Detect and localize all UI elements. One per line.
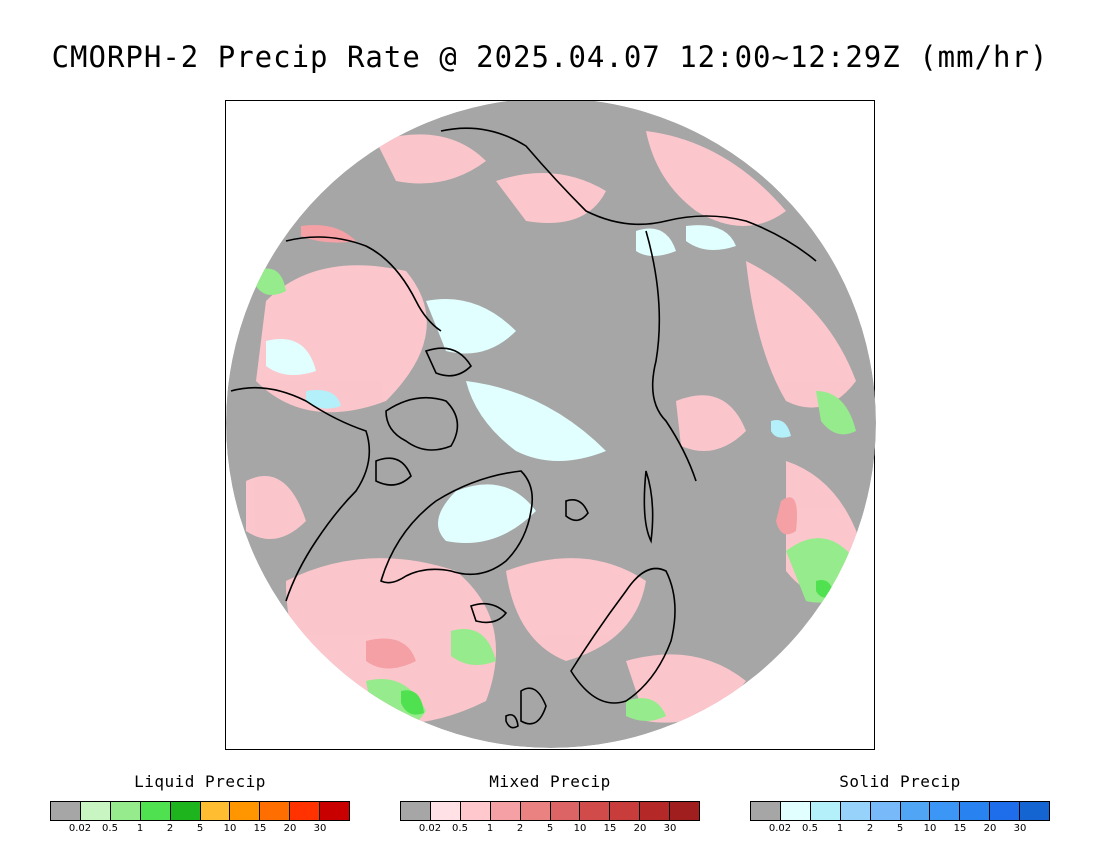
legend-tick-label: 20 xyxy=(983,823,997,834)
legend-tick-label: 15 xyxy=(603,823,617,834)
legend-swatch xyxy=(490,802,521,820)
legend-tick-label: 0.5 xyxy=(452,823,468,834)
legend-tick-label: 0.02 xyxy=(768,823,792,834)
legend-swatch xyxy=(80,802,111,820)
legend-swatch xyxy=(780,802,811,820)
solid-precip-areas xyxy=(266,225,736,543)
legend-swatch xyxy=(140,802,171,820)
legend-swatch xyxy=(1020,802,1050,820)
legend-tick-label: 30 xyxy=(663,823,677,834)
legend-color-bar xyxy=(400,801,700,821)
legend-tick-label: 15 xyxy=(953,823,967,834)
legend-swatch xyxy=(751,802,781,820)
legend-swatch xyxy=(51,802,81,820)
legend-swatch xyxy=(960,802,991,820)
legend-tick-label: 20 xyxy=(283,823,297,834)
solid-precip-moderate xyxy=(306,390,791,438)
legend-swatch xyxy=(290,802,321,820)
map-disc xyxy=(226,101,876,748)
legend-tick-label: 1 xyxy=(486,823,494,834)
legend-ticks: 0.02 0.5 1 2 5 10 15 20 30 xyxy=(750,823,1050,837)
chart-title: CMORPH-2 Precip Rate @ 2025.04.07 12:00~… xyxy=(51,40,1049,74)
legend-tick-label: 2 xyxy=(866,823,874,834)
legend-swatch xyxy=(550,802,581,820)
legend-color-bar xyxy=(750,801,1050,821)
legend-swatch xyxy=(401,802,431,820)
legend-liquid: Liquid Precip 0.02 0.5 1 2 5 10 15 20 30 xyxy=(50,772,350,837)
legend-swatch xyxy=(580,802,611,820)
legend-swatch xyxy=(170,802,201,820)
legend-swatch xyxy=(810,802,841,820)
legend-tick-label: 30 xyxy=(1013,823,1027,834)
legend-swatch xyxy=(200,802,231,820)
legend-tick-label: 10 xyxy=(573,823,587,834)
mixed-precip-heavy xyxy=(301,225,797,669)
legend-tick-label: 30 xyxy=(313,823,327,834)
legend-tick-label: 10 xyxy=(923,823,937,834)
legend-tick-label: 20 xyxy=(633,823,647,834)
legend-tick-label: 10 xyxy=(223,823,237,834)
legend-tick-label: 0.02 xyxy=(418,823,442,834)
legend-tick-label: 15 xyxy=(253,823,267,834)
legend-swatch xyxy=(930,802,961,820)
legend-tick-label: 2 xyxy=(166,823,174,834)
legend-swatch xyxy=(320,802,350,820)
legend-mixed: Mixed Precip 0.02 0.5 1 2 5 10 15 20 30 xyxy=(400,772,700,837)
legend-title: Liquid Precip xyxy=(134,772,266,791)
legend-color-bar xyxy=(50,801,350,821)
polar-map xyxy=(225,100,876,750)
legend-swatch xyxy=(670,802,700,820)
legend-swatch xyxy=(610,802,641,820)
legend-swatch xyxy=(260,802,291,820)
legend-swatch xyxy=(520,802,551,820)
legend-swatch xyxy=(840,802,871,820)
coastlines xyxy=(230,127,817,729)
legend-solid: Solid Precip 0.02 0.5 1 2 5 10 15 20 30 xyxy=(750,772,1050,837)
legend-swatch xyxy=(430,802,461,820)
legend-tick-label: 2 xyxy=(516,823,524,834)
precip-map-svg xyxy=(226,101,876,748)
legend-tick-label: 5 xyxy=(896,823,904,834)
legend-swatch xyxy=(640,802,671,820)
legend-tick-label: 5 xyxy=(196,823,204,834)
legend-tick-label: 0.5 xyxy=(802,823,818,834)
legend-swatch xyxy=(230,802,261,820)
legend-ticks: 0.02 0.5 1 2 5 10 15 20 30 xyxy=(400,823,700,837)
legend-swatch xyxy=(460,802,491,820)
legend-title: Solid Precip xyxy=(839,772,961,791)
legend-tick-label: 0.02 xyxy=(68,823,92,834)
legend-tick-label: 5 xyxy=(546,823,554,834)
legend-swatch xyxy=(110,802,141,820)
legend-swatch xyxy=(990,802,1021,820)
legend-title: Mixed Precip xyxy=(489,772,611,791)
legend-swatch xyxy=(900,802,931,820)
legend-tick-label: 1 xyxy=(136,823,144,834)
legend-ticks: 0.02 0.5 1 2 5 10 15 20 30 xyxy=(50,823,350,837)
legend-tick-label: 0.5 xyxy=(102,823,118,834)
legend-swatch xyxy=(870,802,901,820)
legend-tick-label: 1 xyxy=(836,823,844,834)
